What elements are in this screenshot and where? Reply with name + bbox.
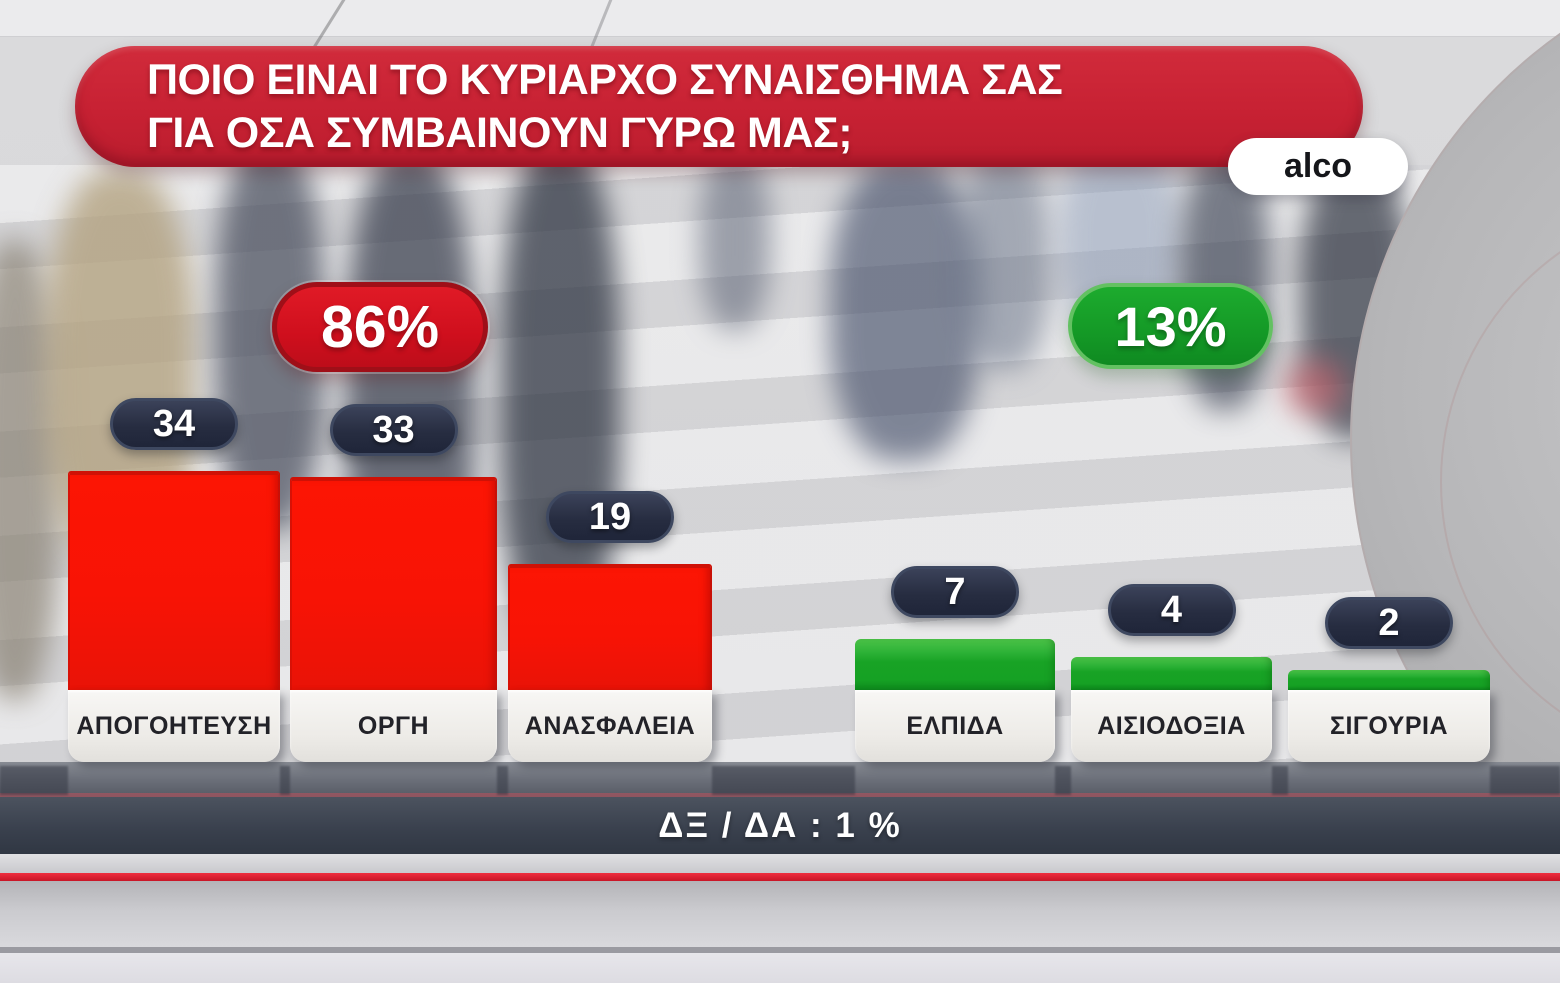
- bar: [508, 564, 712, 690]
- value-pill: 4: [1107, 584, 1236, 636]
- lower-seam: [0, 947, 1560, 953]
- pedestrian-blur: [830, 160, 980, 460]
- category-label-box: ΕΛΠΙΔΑ: [855, 690, 1055, 762]
- bar: [1071, 657, 1272, 690]
- value-pill: 19: [546, 491, 674, 543]
- shelf-gap: [1055, 766, 1071, 795]
- shelf-gap: [0, 766, 68, 795]
- pedestrian-blur: [700, 150, 770, 330]
- category-label-box: ΑΝΑΣΦΑΛΕΙΑ: [508, 690, 712, 762]
- category-label-box: ΣΙΓΟΥΡΙΑ: [1288, 690, 1490, 762]
- bar-column: 33 ΟΡΓΗ: [290, 404, 497, 762]
- question-title-banner: ΠΟΙΟ ΕΙΝΑΙ ΤΟ ΚΥΡΙΑΡΧΟ ΣΥΝΑΙΣΘΗΜΑ ΣΑΣ ΓΙ…: [75, 46, 1363, 167]
- lower-gray-band: [0, 881, 1560, 947]
- value-pill: 7: [891, 566, 1019, 618]
- group-total-badge-positive: 13%: [1068, 283, 1273, 369]
- lower-light-strip: [0, 854, 1560, 873]
- bar-column: 34 ΑΠΟΓΟΗΤΕΥΣΗ: [68, 398, 280, 762]
- question-title-line-1: ΠΟΙΟ ΕΙΝΑΙ ΤΟ ΚΥΡΙΑΡΧΟ ΣΥΝΑΙΣΘΗΜΑ ΣΑΣ: [147, 55, 1063, 104]
- dont-know-no-answer-bar: ΔΞ / ΔΑ : 1 %: [0, 797, 1560, 854]
- pollster-source-badge: alco: [1228, 138, 1408, 195]
- value-pill: 34: [110, 398, 238, 450]
- lower-red-stripe: [0, 873, 1560, 881]
- shelf-gap: [712, 766, 855, 795]
- shelf-gap: [497, 766, 508, 795]
- background-top-strip: [0, 0, 1560, 37]
- value-pill: 33: [329, 404, 458, 456]
- bar: [1288, 670, 1490, 690]
- group-total-badge-negative: 86%: [272, 282, 488, 372]
- pedestrian-blur: [960, 150, 1050, 370]
- bar: [855, 639, 1055, 690]
- shelf-gap: [280, 766, 290, 795]
- bar: [68, 471, 280, 690]
- category-label-box: ΟΡΓΗ: [290, 690, 497, 762]
- bar-column: 2 ΣΙΓΟΥΡΙΑ: [1288, 597, 1490, 762]
- lower-bottom-band: [0, 953, 1560, 983]
- category-label-box: ΑΠΟΓΟΗΤΕΥΣΗ: [68, 690, 280, 762]
- shelf-gap: [1272, 766, 1288, 795]
- dont-know-no-answer-label: ΔΞ / ΔΑ : 1 %: [658, 805, 902, 845]
- category-label-box: ΑΙΣΙΟΔΟΞΙΑ: [1071, 690, 1272, 762]
- bar-column: 19 ΑΝΑΣΦΑΛΕΙΑ: [508, 491, 712, 762]
- question-title-line-2: ΓΙΑ ΟΣΑ ΣΥΜΒΑΙΝΟΥΝ ΓΥΡΩ ΜΑΣ;: [147, 108, 853, 157]
- value-pill: 2: [1325, 597, 1453, 649]
- bar: [290, 477, 497, 690]
- shelf-gap: [1490, 766, 1560, 795]
- bar-column: 4 ΑΙΣΙΟΔΟΞΙΑ: [1071, 584, 1272, 762]
- bar-column: 7 ΕΛΠΙΔΑ: [855, 566, 1055, 762]
- red-shoes-blur: [1285, 360, 1345, 415]
